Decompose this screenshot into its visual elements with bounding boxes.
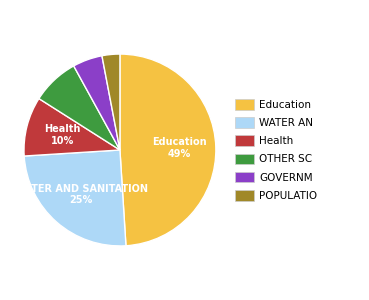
Wedge shape: [120, 54, 216, 246]
Text: Education
49%: Education 49%: [152, 137, 207, 159]
Text: WATER AND SANITATION
25%: WATER AND SANITATION 25%: [14, 184, 148, 206]
Wedge shape: [74, 56, 120, 150]
Legend: Education, WATER AN, Health, OTHER SC, GOVERNM, POPULATIO: Education, WATER AN, Health, OTHER SC, G…: [232, 96, 321, 204]
Text: Health
10%: Health 10%: [44, 124, 80, 146]
Wedge shape: [102, 54, 120, 150]
Wedge shape: [24, 150, 126, 246]
Wedge shape: [24, 99, 120, 156]
Wedge shape: [39, 66, 120, 150]
